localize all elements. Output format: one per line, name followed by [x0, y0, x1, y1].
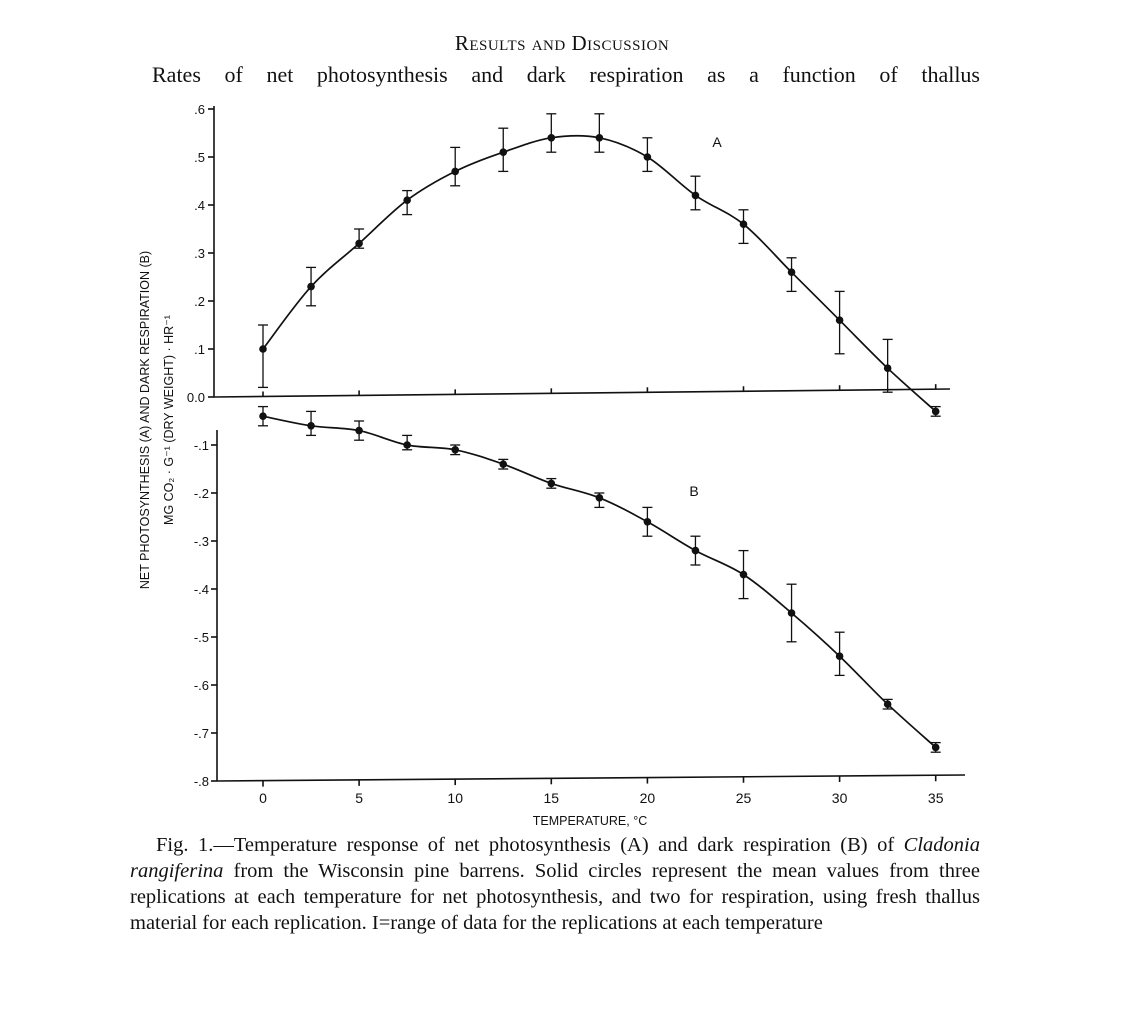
x-axis-zero-line: [213, 388, 951, 398]
x-tick-label: 0: [259, 790, 267, 806]
series-b-point: [547, 479, 556, 488]
y-tick-label: -.1: [194, 438, 209, 453]
series-b-curve: [262, 415, 937, 749]
series-a-point: [787, 268, 796, 277]
series-a-point: [355, 239, 363, 248]
caption-text-part2: from the Wisconsin pine barrens. Solid c…: [130, 860, 980, 934]
series-b-point: [259, 412, 267, 421]
caption-text-part1: —Temperature response of net photosynthe…: [213, 834, 904, 856]
y-tick-label: .4: [194, 198, 205, 213]
chart-axes: [208, 106, 966, 787]
series-b-point: [499, 460, 508, 469]
series-a-point: [307, 282, 315, 291]
x-tick-label: 30: [832, 790, 848, 806]
x-tick-label: 35: [928, 790, 944, 806]
series-b-point: [307, 422, 315, 430]
series-a-point: [883, 364, 892, 373]
series-b-point: [787, 609, 796, 617]
chart-curves: [262, 134, 937, 749]
y-tick-label: .3: [194, 246, 205, 261]
series-a-point: [259, 345, 267, 353]
series-b-point: [355, 426, 363, 435]
series-a-point: [931, 407, 940, 416]
y-tick-label: 0.0: [187, 390, 205, 405]
y-tick-label: .2: [194, 294, 205, 309]
y-tick-label: .5: [194, 150, 205, 165]
series-a-point: [499, 148, 508, 156]
y-tick-label: .6: [194, 102, 205, 117]
series-a-point: [739, 220, 748, 228]
series-b-point: [835, 652, 844, 660]
x-axis-label: TEMPERATURE, °C: [533, 814, 648, 828]
series-b-point: [451, 446, 460, 454]
y-tick-label: -.7: [194, 726, 209, 741]
section-heading: Results and Discussion: [454, 31, 670, 55]
figure-caption: Fig. 1.—Temperature response of net phot…: [130, 832, 980, 936]
y-tick-label: -.3: [194, 534, 209, 549]
x-tick-label: 15: [544, 790, 560, 806]
y-axis-label-line1: NET PHOTOSYNTHESIS (A) AND DARK RESPIRAT…: [138, 251, 152, 589]
series-b-point: [595, 494, 604, 502]
y-tick-label: -.6: [194, 678, 209, 693]
series-a-point: [835, 316, 844, 325]
chart-labels: .6 .5 .4 .3 .2 .1 0.0 -.1 -.2 -.3 -.4 -.5 -.6 -.7 -.8 0…: [138, 102, 944, 828]
y-tick-label: -.4: [194, 582, 209, 597]
series-b-point: [739, 570, 748, 579]
y-tick-label: .1: [194, 342, 205, 357]
x-tick-label: 10: [447, 790, 463, 806]
caption-fig-label: Fig. 1.: [156, 834, 214, 856]
series-a-point: [403, 196, 411, 204]
series-b-point: [931, 743, 940, 752]
series-a-point: [691, 191, 700, 200]
y-tick-label: -.2: [194, 486, 209, 501]
caption-species-name: Cladonia rangiferina: [130, 834, 980, 882]
chart-points: [259, 134, 940, 752]
series-a-point: [643, 153, 652, 161]
series-b-point: [883, 700, 892, 708]
series-a-point: [547, 134, 556, 142]
x-tick-label: 25: [736, 790, 752, 806]
series-a-point: [451, 167, 460, 176]
y-axis-label-line2: MG CO₂ · G⁻¹ (DRY WEIGHT) · HR⁻¹: [162, 315, 176, 525]
series-a-label: A: [712, 134, 722, 150]
body-text-line: Rates of net photosynthesis and dark res…: [152, 62, 980, 87]
x-tick-label: 5: [355, 790, 363, 806]
series-b-point: [403, 441, 411, 449]
figure-1-chart: .6 .5 .4 .3 .2 .1 0.0 -.1 -.2 -.3 -.4 -.5 -.6 -.7 -.8 0…: [138, 102, 966, 828]
series-b-point: [691, 546, 700, 555]
series-a-point: [595, 134, 604, 142]
x-tick-label: 20: [640, 790, 656, 806]
series-a-curve: [262, 134, 937, 413]
series-b-point: [643, 518, 652, 526]
series-b-label: B: [689, 483, 698, 499]
x-axis-bottom: [216, 774, 966, 782]
y-tick-label: -.8: [194, 774, 209, 789]
y-tick-label: -.5: [194, 630, 209, 645]
